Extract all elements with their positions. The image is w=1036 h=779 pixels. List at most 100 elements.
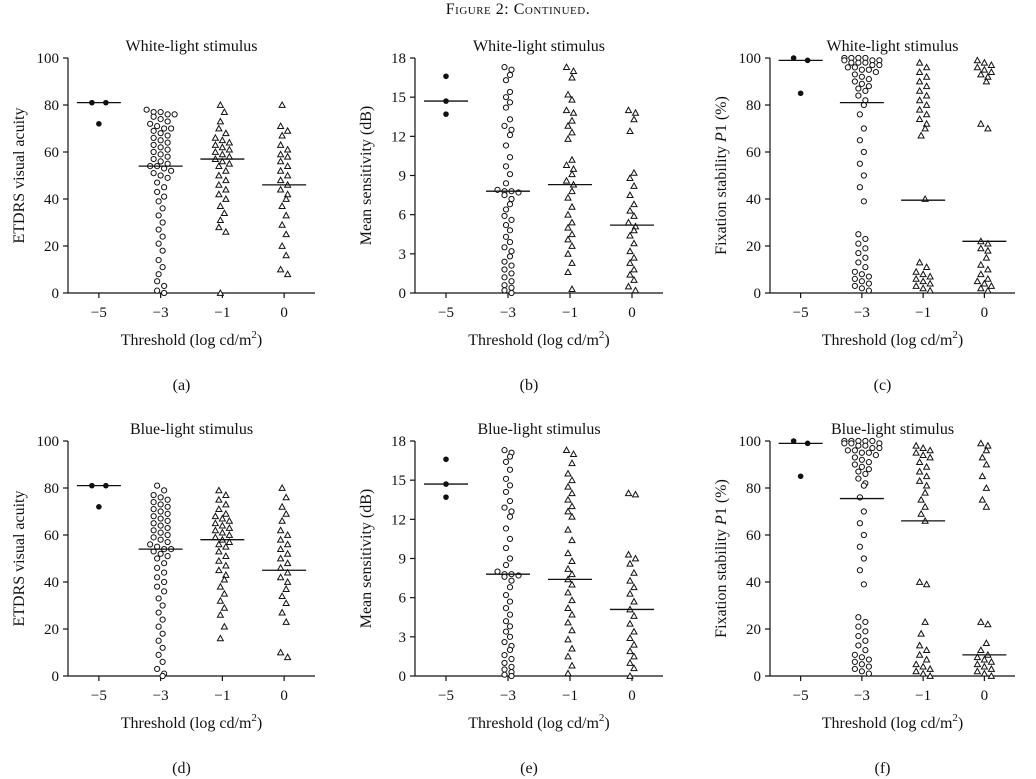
data-point (506, 623, 514, 630)
data-point (222, 227, 230, 235)
data-point (155, 651, 162, 658)
data-point (630, 640, 638, 648)
data-point (855, 59, 862, 66)
data-point (282, 617, 290, 625)
y-tick-label: 40 (44, 575, 59, 591)
data-point (568, 512, 576, 520)
data-point (443, 73, 449, 80)
y-tick-label: 9 (399, 552, 407, 568)
data-point (508, 672, 515, 680)
data-point (987, 68, 996, 75)
x-tick-label: 0 (981, 688, 989, 704)
y-axis-label: Fixation stability P1 (%) (713, 479, 730, 638)
data-point (568, 580, 576, 588)
data-point (851, 78, 858, 85)
data-point (564, 134, 572, 142)
data-point (982, 253, 991, 261)
data-point (860, 508, 867, 515)
x-tick-label: −3 (854, 688, 870, 704)
data-point (157, 494, 164, 501)
data-point (564, 249, 572, 257)
data-point (568, 626, 576, 634)
data-point (912, 274, 920, 282)
data-point (630, 583, 638, 591)
data-point (222, 552, 230, 560)
data-point (164, 531, 171, 539)
data-point (977, 617, 985, 625)
data-point (630, 597, 638, 605)
y-tick-label: 0 (754, 669, 762, 685)
data-point (568, 459, 576, 467)
data-point (977, 439, 985, 447)
data-point (855, 259, 862, 266)
data-point (283, 540, 292, 548)
data-point (502, 94, 510, 101)
data-point (216, 100, 225, 108)
data-point (915, 467, 924, 475)
y-tick-label: 80 (746, 98, 761, 114)
data-point (150, 170, 157, 177)
data-point (797, 90, 804, 97)
data-point (220, 575, 229, 583)
data-point (501, 212, 508, 220)
y-tick-label: 20 (44, 239, 59, 255)
data-point (506, 201, 514, 208)
data-point (159, 644, 166, 651)
data-point (926, 279, 934, 287)
data-point (797, 473, 804, 480)
y-tick-label: 0 (399, 669, 407, 685)
data-point (862, 87, 869, 95)
data-point (851, 665, 858, 673)
data-point (157, 501, 164, 508)
data-point (630, 181, 638, 189)
data-point (851, 461, 858, 468)
data-point (161, 588, 168, 595)
chart-title: Blue-light stimulus (477, 421, 600, 438)
data-point (855, 249, 862, 257)
data-point (501, 191, 508, 199)
data-point (980, 58, 989, 66)
x-tick-label: −1 (214, 688, 230, 704)
data-point (860, 148, 867, 156)
y-tick-label: 40 (746, 192, 761, 208)
data-point (154, 179, 161, 186)
data-point (506, 88, 514, 96)
data-point (216, 634, 225, 642)
data-point (276, 140, 285, 148)
data-point (161, 560, 168, 567)
data-point (984, 620, 992, 628)
data-point (443, 494, 449, 500)
data-point (276, 573, 285, 581)
data-point (225, 530, 234, 538)
data-point (973, 667, 982, 675)
data-point (630, 652, 638, 660)
data-point (977, 244, 985, 252)
data-point (278, 241, 286, 249)
data-point (218, 157, 227, 165)
data-point (501, 274, 508, 281)
data-point (506, 171, 514, 178)
data-point (494, 568, 501, 575)
data-point (568, 241, 576, 249)
data-point (218, 143, 227, 151)
y-tick-label: 12 (391, 512, 406, 528)
data-point (157, 144, 164, 151)
data-point (164, 118, 171, 125)
x-tick-label: −3 (153, 688, 169, 704)
data-point (276, 176, 285, 184)
data-point (862, 254, 869, 261)
data-point (506, 535, 514, 543)
data-point (506, 555, 514, 562)
data-point (150, 513, 157, 520)
data-point (159, 630, 166, 637)
data-point (157, 529, 164, 536)
data-point (855, 468, 862, 475)
data-point (508, 216, 515, 223)
data-point (155, 271, 162, 278)
data-point (215, 505, 223, 513)
data-point (501, 638, 508, 646)
data-point (216, 117, 225, 125)
data-point (216, 610, 225, 618)
data-point (564, 223, 572, 231)
data-point (987, 61, 996, 68)
